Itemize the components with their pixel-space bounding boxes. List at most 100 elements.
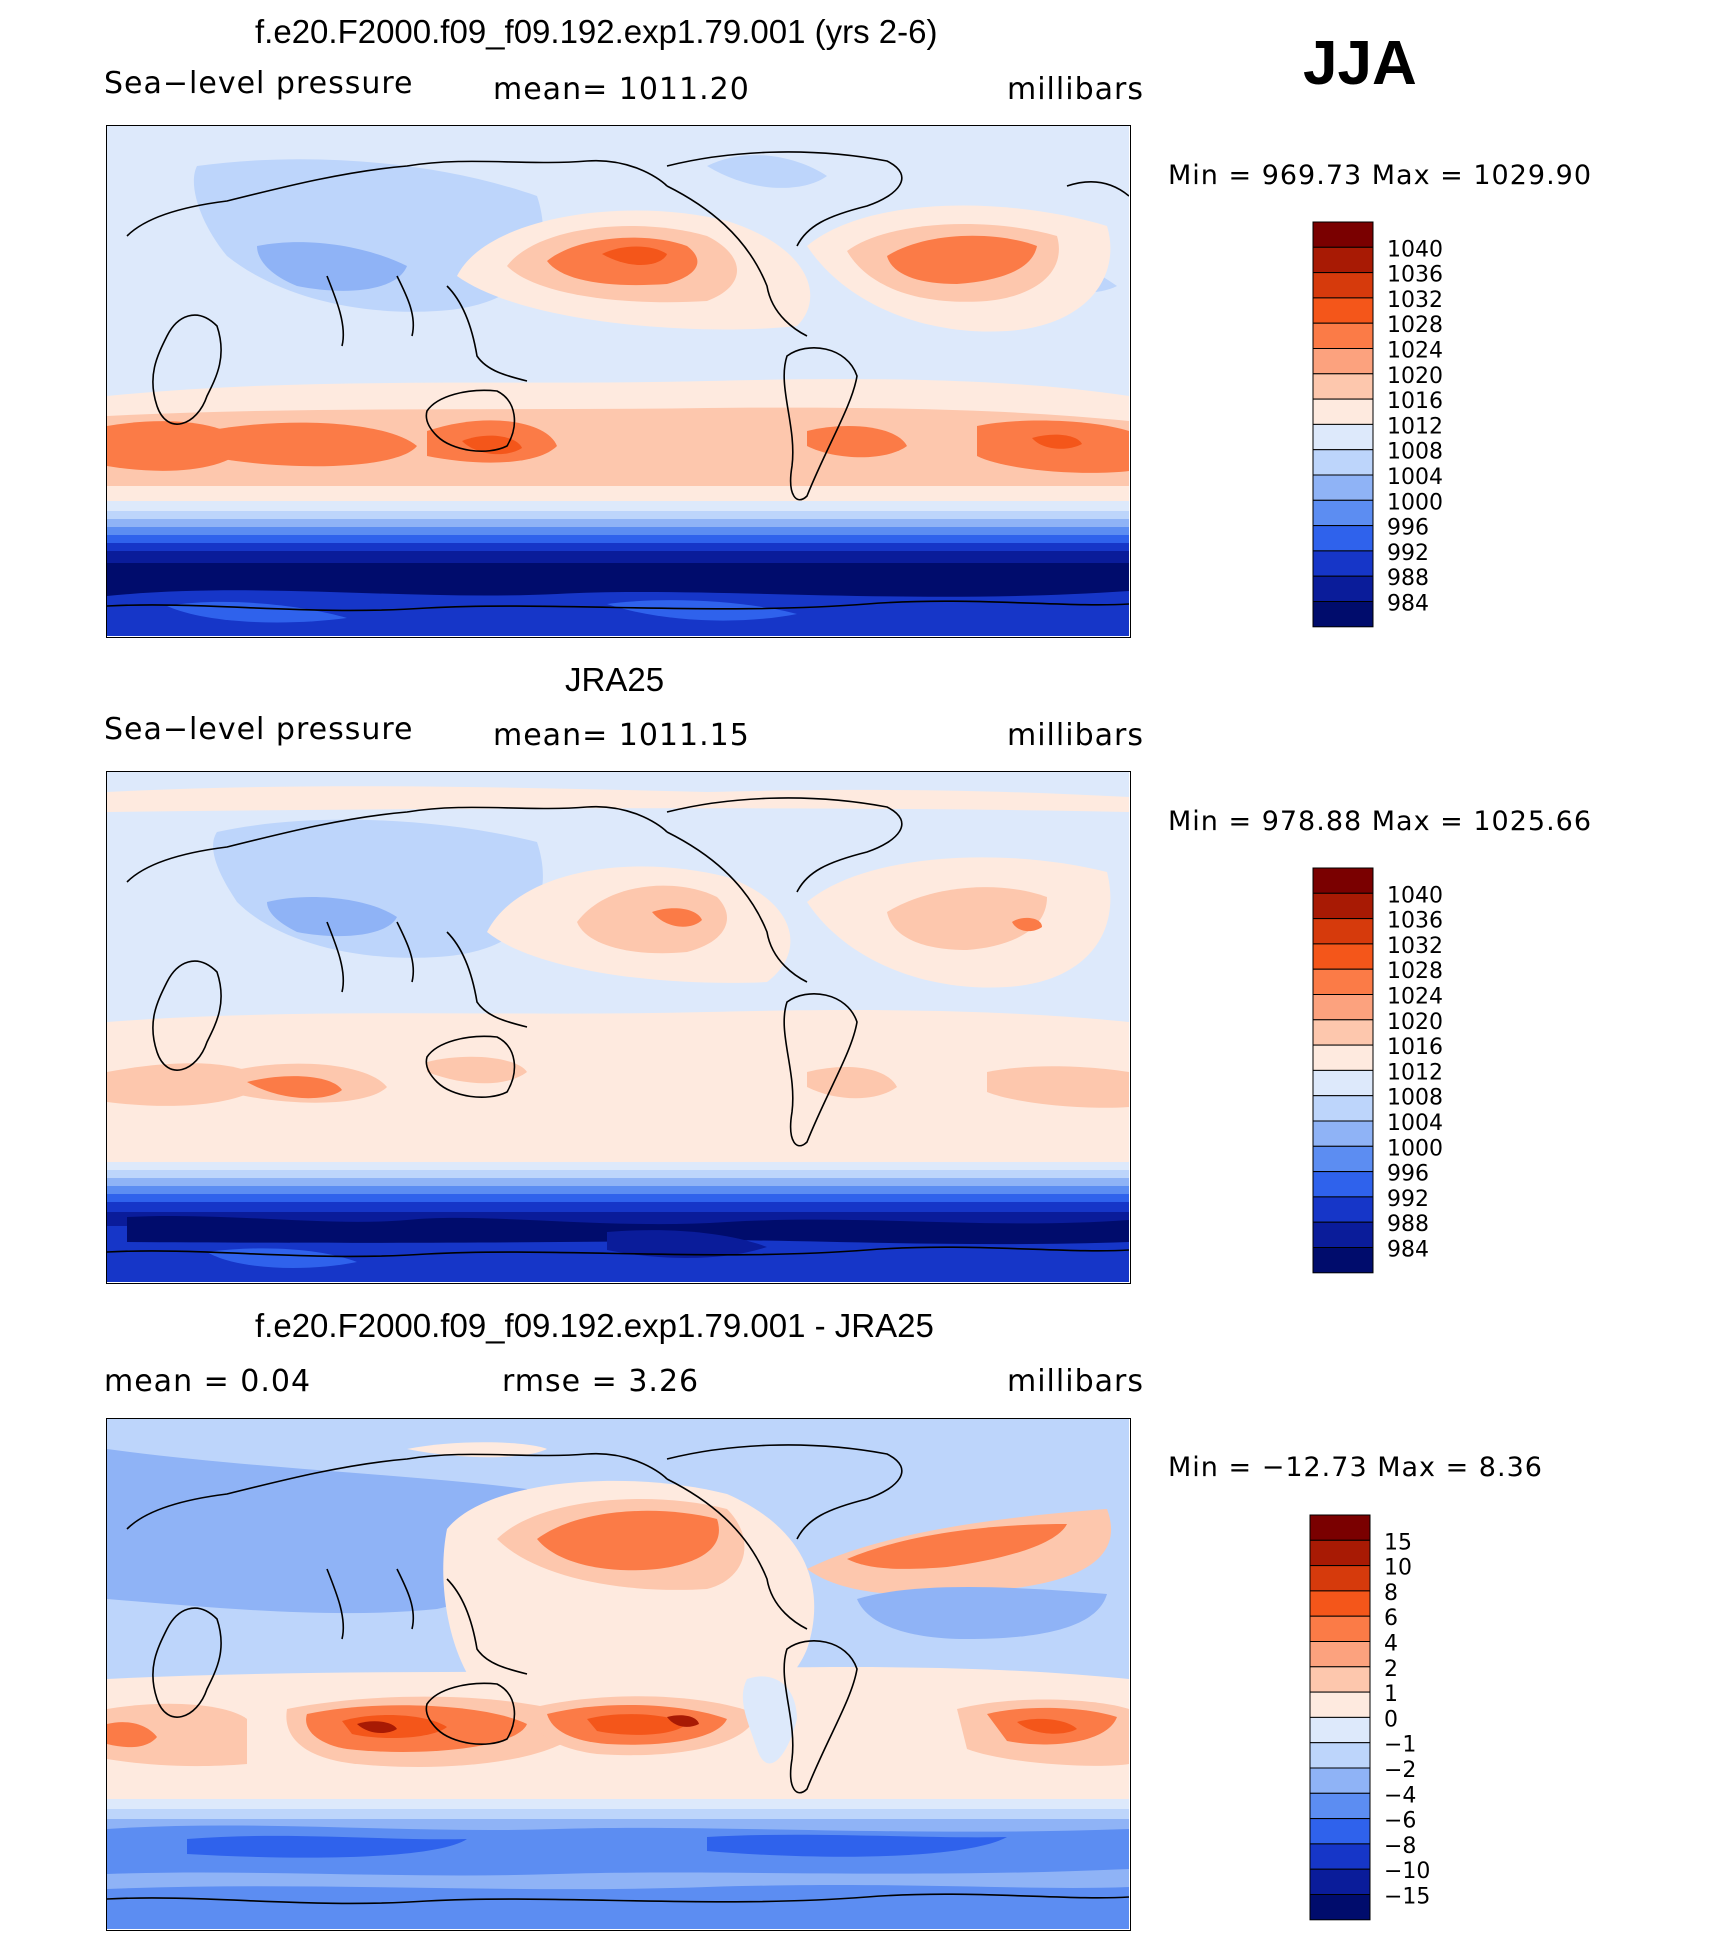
colorbar-label: 1040 xyxy=(1387,883,1443,908)
colorbar-label: 1024 xyxy=(1387,339,1443,364)
colorbar-box xyxy=(1309,1514,1371,1541)
colorbar-box xyxy=(1309,1666,1371,1693)
colorbar-label: 1000 xyxy=(1387,490,1443,515)
colorbar-box xyxy=(1309,1868,1371,1896)
colorbar-label: 1032 xyxy=(1387,934,1443,959)
colorbar-label: 1000 xyxy=(1387,1136,1443,1161)
colorbar-box xyxy=(1312,1171,1374,1198)
panel1-variable-label: Sea−level pressure xyxy=(104,66,414,101)
colorbar-box xyxy=(1309,1767,1371,1794)
colorbar-box xyxy=(1312,373,1374,400)
colorbar-label: 8 xyxy=(1384,1581,1398,1606)
panel3-colorbar: 15 10 8 6 4 2 1 0 −1 −2 −4 −6 −8 −10 −15 xyxy=(1309,1514,1470,1925)
colorbar-label: 1036 xyxy=(1387,909,1443,934)
panel2-colorbar-svg: 1040103610321028102410201016101210081004… xyxy=(1312,867,1443,1274)
panel1-title: f.e20.F2000.f09_f09.192.exp1.79.001 (yrs… xyxy=(255,13,938,50)
panel1-colorbar: 1040 1036 1032 1028 1024 1020 1016 1012 1008 1004… xyxy=(1312,221,1473,632)
colorbar-label: 1008 xyxy=(1387,440,1443,465)
colorbar-box xyxy=(1309,1742,1371,1769)
colorbar-label: 1036 xyxy=(1387,263,1443,288)
colorbar-label: 1028 xyxy=(1387,313,1443,338)
colorbar-box xyxy=(1312,322,1374,349)
colorbar-label: 4 xyxy=(1384,1632,1398,1657)
colorbar-label: −8 xyxy=(1384,1834,1416,1859)
colorbar-label: −10 xyxy=(1384,1859,1430,1884)
colorbar-label: 1004 xyxy=(1387,1111,1443,1136)
colorbar-box xyxy=(1309,1641,1371,1668)
panel2-title: JRA25 xyxy=(565,661,665,698)
colorbar-box xyxy=(1312,575,1374,603)
colorbar-label: 996 xyxy=(1387,1162,1429,1187)
panel2-colorbar: 1040 1036 1032 1028 1024 1020 1016 1012 1008 1004… xyxy=(1312,867,1473,1278)
colorbar-box xyxy=(1312,918,1374,945)
panel3-units-label: millibars xyxy=(1007,1364,1144,1399)
colorbar-label: 6 xyxy=(1384,1606,1398,1631)
colorbar-label: 988 xyxy=(1387,566,1429,591)
colorbar-box xyxy=(1312,1221,1374,1249)
panel2-minmax: Min = 978.88 Max = 1025.66 xyxy=(1168,806,1593,837)
colorbar-box xyxy=(1312,272,1374,299)
colorbar-box xyxy=(1309,1843,1371,1870)
colorbar-label: 992 xyxy=(1387,1187,1429,1212)
panel1-colorbar-svg: 1040103610321028102410201016101210081004… xyxy=(1312,221,1443,628)
colorbar-box xyxy=(1312,943,1374,970)
colorbar-box xyxy=(1312,892,1374,920)
panel3-title: f.e20.F2000.f09_f09.192.exp1.79.001 - JR… xyxy=(255,1307,934,1344)
colorbar-box xyxy=(1312,1095,1374,1122)
colorbar-box xyxy=(1312,246,1374,274)
colorbar-label: 15 xyxy=(1384,1530,1412,1555)
colorbar-label: 10 xyxy=(1384,1556,1412,1581)
colorbar-box xyxy=(1309,1565,1371,1592)
colorbar-box xyxy=(1312,1145,1374,1173)
colorbar-label: 988 xyxy=(1387,1212,1429,1237)
colorbar-box xyxy=(1312,1069,1374,1097)
panel3-map xyxy=(106,1418,1131,1931)
colorbar-box xyxy=(1309,1590,1371,1617)
season-label: JJA xyxy=(1303,29,1417,98)
panel1-minmax: Min = 969.73 Max = 1029.90 xyxy=(1168,160,1593,191)
colorbar-box xyxy=(1309,1539,1371,1567)
colorbar-label: 2 xyxy=(1384,1657,1398,1682)
colorbar-label: 1020 xyxy=(1387,364,1443,389)
colorbar-label: 1 xyxy=(1384,1682,1398,1707)
colorbar-box xyxy=(1309,1691,1371,1718)
colorbar-box xyxy=(1309,1615,1371,1642)
panel1-units-label: millibars xyxy=(1007,72,1144,107)
panel2-units-label: millibars xyxy=(1007,718,1144,753)
colorbar-box xyxy=(1312,221,1374,248)
colorbar-label: 1040 xyxy=(1387,237,1443,262)
colorbar-label: 984 xyxy=(1387,592,1429,617)
colorbar-box xyxy=(1312,449,1374,476)
panel1-map xyxy=(106,125,1131,638)
colorbar-box xyxy=(1312,1120,1374,1147)
panel1-mean-label: mean= 1011.20 xyxy=(493,72,750,107)
colorbar-box xyxy=(1312,499,1374,527)
colorbar-label: −15 xyxy=(1384,1885,1430,1910)
colorbar-box xyxy=(1312,1044,1374,1071)
colorbar-label: −4 xyxy=(1384,1783,1416,1808)
panel3-minmax: Min = −12.73 Max = 8.36 xyxy=(1168,1452,1543,1483)
panel2-map xyxy=(106,771,1131,1284)
colorbar-box xyxy=(1312,968,1374,995)
colorbar-box xyxy=(1312,423,1374,451)
panel2-mean-label: mean= 1011.15 xyxy=(493,718,750,753)
colorbar-label: −2 xyxy=(1384,1758,1416,1783)
colorbar-label: 1032 xyxy=(1387,288,1443,313)
colorbar-box xyxy=(1312,474,1374,501)
colorbar-label: 1016 xyxy=(1387,1035,1443,1060)
colorbar-box xyxy=(1312,601,1374,628)
panel2-variable-label: Sea−level pressure xyxy=(104,712,414,747)
panel1-field xyxy=(107,126,1129,636)
colorbar-box xyxy=(1312,525,1374,552)
colorbar-box xyxy=(1309,1792,1371,1820)
colorbar-label: 1020 xyxy=(1387,1010,1443,1035)
panel3-rmse-label: rmse = 3.26 xyxy=(502,1364,700,1399)
colorbar-label: 1016 xyxy=(1387,389,1443,414)
colorbar-box xyxy=(1312,550,1374,577)
colorbar-box xyxy=(1312,867,1374,894)
colorbar-box xyxy=(1309,1894,1371,1921)
colorbar-box xyxy=(1312,297,1374,324)
panel3-field xyxy=(107,1419,1129,1929)
colorbar-label: 1012 xyxy=(1387,414,1443,439)
